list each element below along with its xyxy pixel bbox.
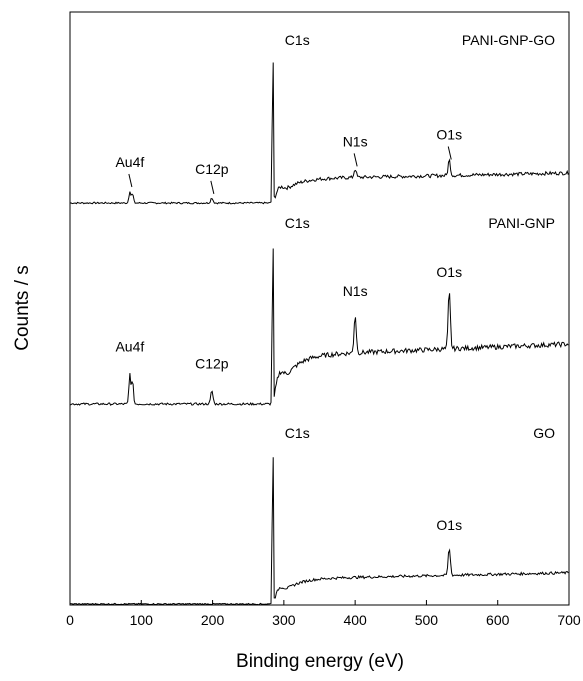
spectrum-go xyxy=(69,457,569,606)
spectra-group xyxy=(69,62,569,606)
x-axis-ticks: 0 100 200 300 400 500 600 700 xyxy=(66,600,581,628)
x-tick-label: 400 xyxy=(343,612,367,628)
peak-label: C1s xyxy=(285,425,310,441)
series-name-label: PANI-GNP-GO xyxy=(462,32,555,48)
x-tick-label: 700 xyxy=(557,612,581,628)
x-tick-label: 500 xyxy=(415,612,439,628)
peak-label: C12p xyxy=(195,356,229,372)
peak-label: N1s xyxy=(343,283,368,299)
series-name-label: PANI-GNP xyxy=(488,215,555,231)
x-tick-label: 100 xyxy=(130,612,154,628)
peak-leader-line xyxy=(210,180,215,194)
annotations-group: PANI-GNP-GO Au4f C12p C1s N1s O1s PANI-GNP Au4f… xyxy=(115,32,555,533)
spectrum-pani-gnp xyxy=(69,248,569,406)
x-tick-label: 200 xyxy=(201,612,225,628)
peak-label: Au4f xyxy=(115,339,144,355)
x-tick-label: 600 xyxy=(486,612,510,628)
spectrum-pani-gnp-go xyxy=(69,62,569,205)
series-name-label: GO xyxy=(533,425,555,441)
peak-label: C12p xyxy=(195,161,229,177)
peak-leader-line xyxy=(353,153,358,167)
peak-label: Au4f xyxy=(115,154,144,170)
y-axis-title: Counts / s xyxy=(12,265,33,351)
peak-label: O1s xyxy=(436,517,462,533)
x-tick-label: 0 xyxy=(66,612,74,628)
peak-label: C1s xyxy=(285,32,310,48)
peak-leader-line xyxy=(128,173,133,188)
peak-label: C1s xyxy=(285,215,310,231)
peak-label: N1s xyxy=(343,133,368,149)
plot-frame xyxy=(69,11,570,606)
x-tick-label: 300 xyxy=(272,612,296,628)
peak-label: O1s xyxy=(436,127,462,143)
peak-leader-line xyxy=(447,146,452,160)
x-axis-title: Binding energy (eV) xyxy=(236,651,404,672)
peak-label: O1s xyxy=(436,264,462,280)
